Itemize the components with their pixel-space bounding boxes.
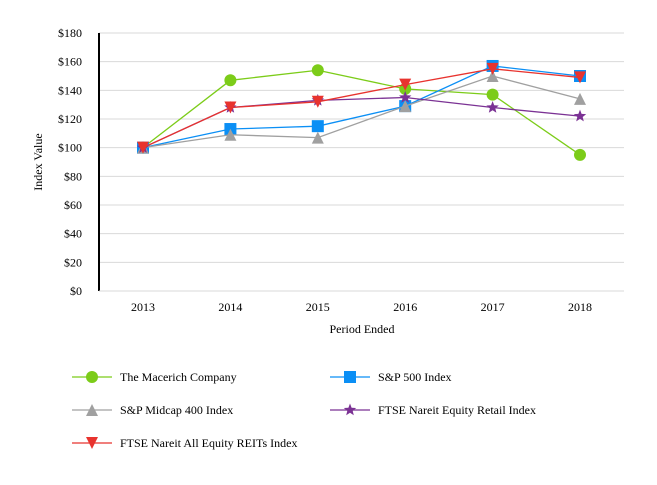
legend-item: FTSE Nareit Equity Retail Index — [330, 403, 536, 417]
legend-label: FTSE Nareit Equity Retail Index — [378, 403, 536, 417]
y-tick-label: $0 — [70, 284, 82, 298]
legend-item: S&P 500 Index — [330, 370, 452, 384]
legend-marker — [86, 371, 98, 383]
legend-item: The Macerich Company — [72, 370, 237, 384]
series-1 — [137, 59, 586, 154]
data-point — [574, 71, 586, 84]
data-point — [224, 74, 237, 87]
legend-label: The Macerich Company — [120, 370, 237, 384]
data-point — [224, 128, 237, 141]
y-axis-label: Index Value — [31, 133, 45, 190]
data-point — [311, 131, 324, 144]
series-line — [142, 68, 581, 149]
legend-marker — [86, 404, 98, 416]
legend-marker — [86, 437, 98, 449]
y-tick-label: $120 — [58, 112, 82, 126]
data-point — [311, 64, 324, 77]
x-tick-label: 2018 — [568, 300, 592, 314]
data-point — [574, 92, 586, 105]
data-point — [573, 109, 587, 122]
data-point — [311, 95, 324, 108]
data-point — [399, 100, 412, 113]
legend-marker — [343, 403, 357, 416]
series-line — [142, 69, 581, 156]
legend-marker — [344, 371, 356, 383]
y-tick-label: $180 — [58, 26, 82, 40]
data-point — [311, 120, 324, 133]
y-tick-label: $80 — [64, 169, 82, 183]
data-point — [486, 62, 499, 75]
legend-item: S&P Midcap 400 Index — [72, 403, 233, 417]
series-line — [142, 96, 581, 149]
y-tick-label: $140 — [58, 83, 82, 97]
data-point — [399, 91, 412, 103]
y-tick-label: $40 — [64, 227, 82, 241]
data-point — [486, 101, 499, 113]
series-line — [142, 75, 581, 149]
data-point — [486, 88, 499, 101]
series-4 — [137, 62, 586, 154]
series-line — [142, 65, 581, 149]
legend-item: FTSE Nareit All Equity REITs Index — [72, 436, 297, 450]
y-tick-label: $20 — [64, 255, 82, 269]
data-point — [399, 78, 412, 91]
legend-label: FTSE Nareit All Equity REITs Index — [120, 436, 297, 450]
legend-label: S&P Midcap 400 Index — [120, 403, 233, 417]
y-tick-label: $100 — [58, 141, 82, 155]
x-tick-label: 2017 — [481, 300, 505, 314]
x-tick-label: 2014 — [218, 300, 242, 314]
data-point — [574, 148, 586, 161]
y-tick-label: $60 — [64, 198, 82, 212]
x-tick-label: 2013 — [131, 300, 155, 314]
legend-label: S&P 500 Index — [378, 370, 452, 384]
data-point — [137, 141, 149, 154]
x-axis-label: Period Ended — [330, 322, 395, 336]
series-0 — [137, 64, 586, 161]
data-point — [224, 101, 237, 114]
x-tick-label: 2015 — [306, 300, 330, 314]
data-point — [486, 70, 499, 82]
y-tick-label: $160 — [58, 55, 82, 69]
x-tick-label: 2016 — [393, 300, 417, 314]
